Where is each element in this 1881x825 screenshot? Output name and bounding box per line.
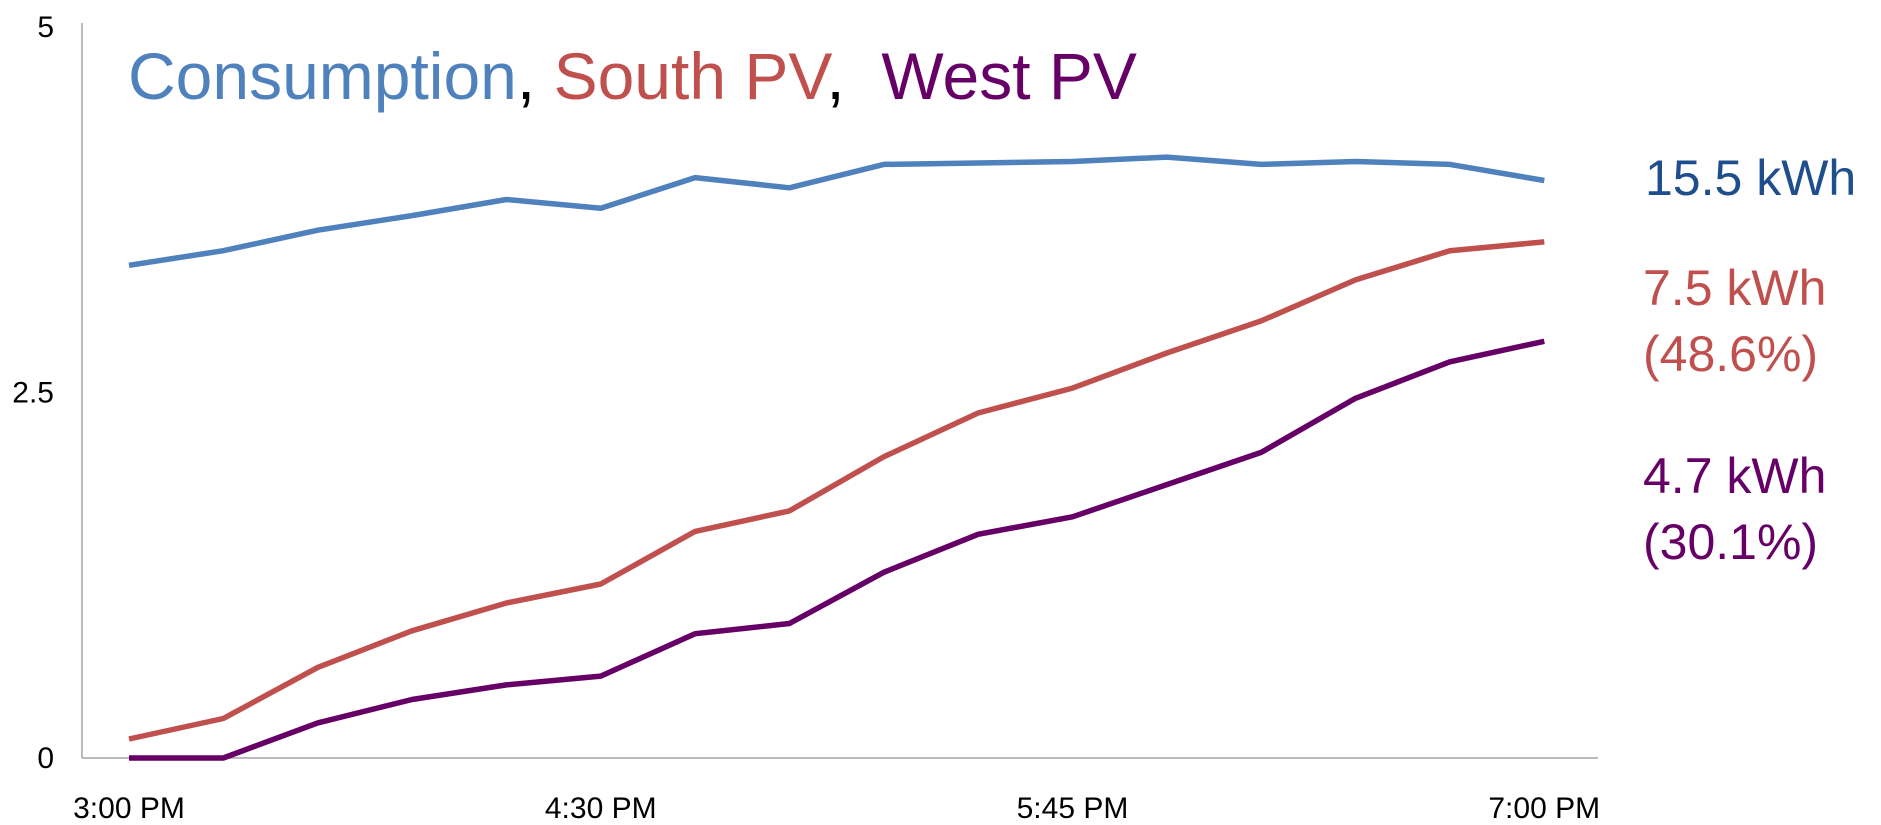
y-tick-label: 2.5	[12, 377, 54, 410]
south-pv-total-value: 7.5 kWh	[1643, 260, 1827, 316]
y-tick-label: 0	[37, 742, 54, 775]
legend-separator: ,	[826, 39, 882, 113]
chart-legend-title: Consumption, South PV, West PV	[128, 38, 1137, 114]
west-pv-total-value: 4.7 kWh	[1643, 448, 1827, 504]
x-tick-label: 5:45 PM	[1017, 792, 1129, 825]
consumption-total-value: 15.5 kWh	[1645, 150, 1857, 206]
south-pv-total-percent: (48.6%)	[1643, 326, 1819, 382]
series-line-consumption	[128, 154, 1545, 269]
west-pv-total-label: 4.7 kWh (30.1%)	[1643, 443, 1826, 575]
y-tick-label: 5	[37, 11, 54, 44]
series-line-south-pv	[128, 239, 1545, 742]
legend-consumption: Consumption	[128, 39, 517, 113]
tick-labels: 0 2.5 5 3:00 PM 4:30 PM 5:45 PM 7:00 PM	[12, 11, 1600, 825]
x-tick-label: 3:00 PM	[73, 792, 185, 825]
legend-separator: ,	[516, 39, 554, 113]
series-layer	[128, 154, 1545, 761]
chart-axes	[81, 23, 1598, 759]
consumption-total-label: 15.5 kWh	[1645, 145, 1856, 211]
legend-south-pv: South PV	[553, 39, 827, 113]
series-line-west-pv	[129, 338, 1545, 761]
south-pv-total-label: 7.5 kWh (48.6%)	[1643, 255, 1826, 387]
west-pv-total-percent: (30.1%)	[1643, 514, 1819, 570]
legend-west-pv: West PV	[881, 39, 1137, 113]
x-tick-label: 7:00 PM	[1488, 792, 1600, 825]
x-tick-label: 4:30 PM	[545, 792, 657, 825]
